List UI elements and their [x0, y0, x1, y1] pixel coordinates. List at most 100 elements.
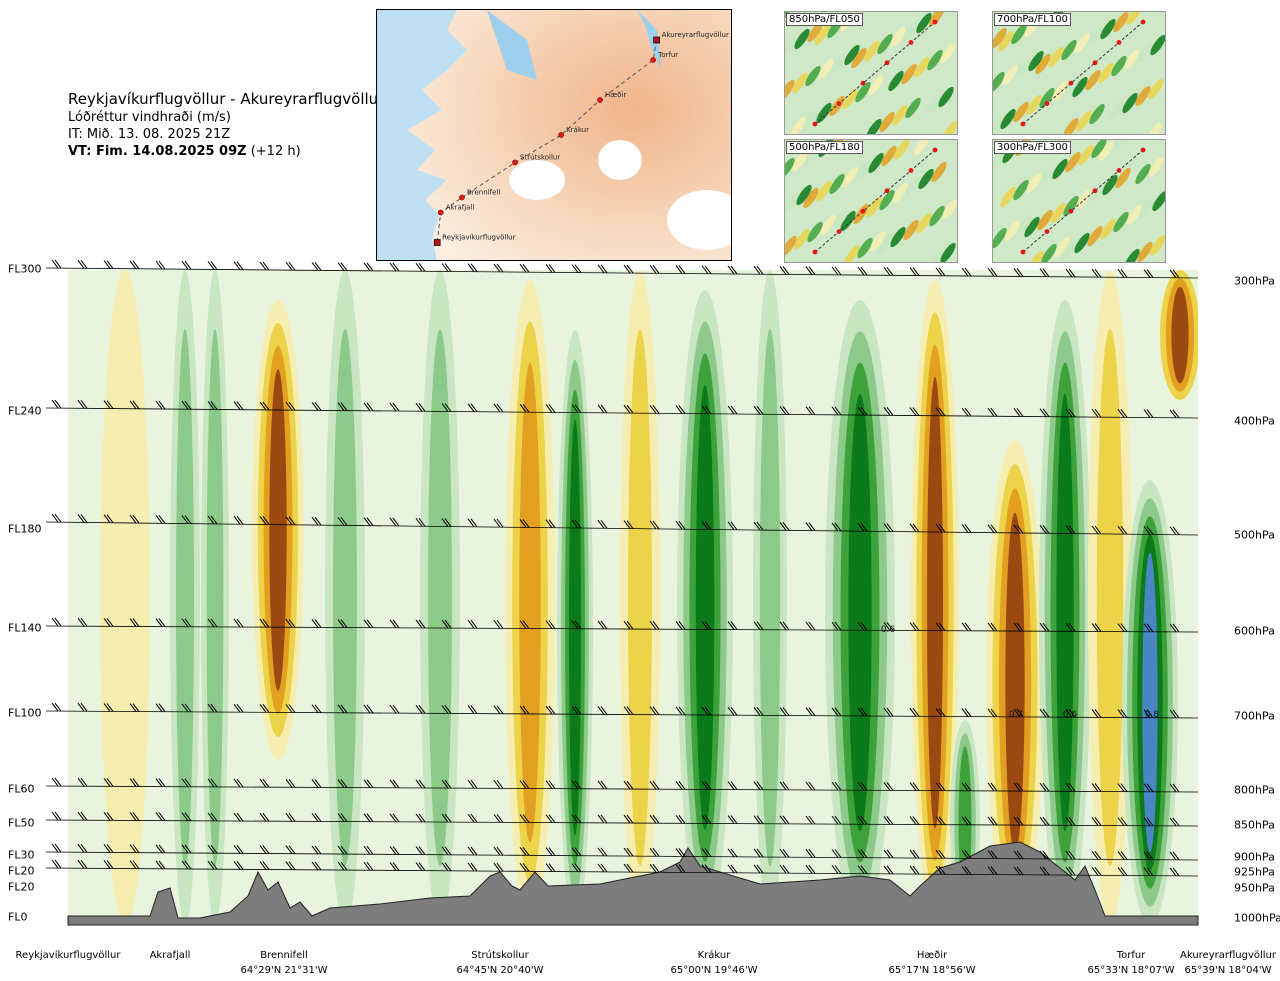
- wind-barb: [756, 707, 764, 716]
- wind-barb: [805, 621, 813, 631]
- route-overview-map: Akureyrarflugvöllur Torfur Hæðir Krákur Strú…: [376, 9, 732, 261]
- wind-barb: [314, 845, 322, 855]
- mini-map-blob: [851, 47, 867, 69]
- wind-barb: [886, 622, 894, 631]
- wind-barb: [990, 708, 998, 718]
- wind-barb: [860, 266, 868, 276]
- wind-barb: [106, 260, 114, 269]
- wind-barb: [236, 401, 244, 410]
- wind-barb: [545, 264, 553, 273]
- wind-barb: [441, 518, 449, 527]
- wind-barb: [103, 703, 111, 712]
- mini-map-blob: [1098, 140, 1114, 162]
- wind-barb: [155, 260, 163, 270]
- wind-barb: [493, 814, 501, 823]
- wind-barb: [1013, 408, 1021, 417]
- wind-barb: [1169, 867, 1177, 877]
- wind-barb: [1013, 622, 1021, 632]
- wind-barb: [545, 519, 553, 529]
- wind-barb: [704, 848, 712, 857]
- velocity-band: [628, 328, 652, 867]
- wind-barb: [600, 863, 608, 873]
- mini-map-500-svg: [785, 140, 957, 262]
- wind-barb: [1146, 783, 1154, 793]
- mini-map-blob: [794, 228, 810, 250]
- wind-barb: [496, 862, 504, 872]
- mini-map-blob: [890, 26, 906, 48]
- wind-barb: [909, 816, 917, 825]
- wind-barb: [675, 520, 683, 530]
- mini-map-blob: [803, 187, 819, 209]
- wind-barb: [1091, 851, 1099, 860]
- valid-time-suffix: (+12 h): [246, 144, 301, 159]
- wind-barb: [103, 778, 111, 787]
- wind-barb: [158, 400, 166, 410]
- wind-barb: [548, 780, 556, 789]
- wind-barb: [1143, 817, 1151, 827]
- wind-barb: [311, 402, 319, 411]
- mini-map-blob: [1026, 172, 1042, 194]
- wind-barb: [184, 844, 192, 854]
- wind-barb: [467, 846, 475, 856]
- wind-barb: [340, 619, 348, 628]
- wind-barb: [259, 778, 267, 788]
- glacier-vatnajokull: [667, 190, 731, 250]
- wind-barb: [860, 815, 868, 825]
- wind-barb: [571, 264, 579, 273]
- mini-map-blob: [855, 81, 871, 103]
- wind-barb: [210, 261, 218, 270]
- wind-barb: [415, 517, 423, 527]
- wind-barb: [262, 778, 270, 788]
- wind-barb: [548, 814, 556, 823]
- mini-map-blob: [818, 58, 834, 80]
- wind-barb: [649, 620, 657, 630]
- wind-barb: [522, 814, 530, 823]
- wind-barb: [80, 514, 88, 523]
- wind-barb: [236, 845, 244, 854]
- mini-map-blob: [1098, 62, 1114, 84]
- wind-barb: [1042, 622, 1050, 632]
- wind-barb: [467, 403, 475, 413]
- wind-barb: [155, 778, 163, 787]
- mini-map-waypoint: [836, 101, 842, 106]
- wind-barb: [129, 844, 137, 853]
- wind-barb: [626, 780, 634, 790]
- wind-barb: [493, 403, 501, 413]
- mini-map-blob: [1000, 108, 1016, 130]
- mini-map-blob: [879, 189, 895, 211]
- wind-barb: [935, 816, 943, 825]
- wind-barb: [1172, 269, 1180, 279]
- wind-barb: [80, 777, 88, 787]
- wind-barb: [727, 265, 735, 275]
- wind-barb: [519, 705, 527, 715]
- wind-barb: [496, 814, 504, 823]
- wind-barb: [1091, 783, 1099, 792]
- wind-barb: [496, 263, 504, 273]
- mini-map-blob: [1148, 78, 1164, 100]
- wind-barb: [106, 703, 114, 712]
- wind-barb: [545, 847, 553, 856]
- wind-barb: [675, 265, 683, 274]
- wind-barb: [1094, 525, 1102, 535]
- mini-map-blob: [1146, 122, 1162, 134]
- wind-barb: [730, 781, 738, 790]
- wind-barb: [129, 812, 137, 821]
- mini-map-blob: [1024, 216, 1040, 238]
- land: [407, 10, 731, 260]
- wind-barb: [1143, 709, 1151, 719]
- mini-map-route: [1022, 149, 1144, 253]
- waypoint-marker: [512, 159, 518, 166]
- wind-barb: [236, 703, 244, 713]
- mini-map-850-label: 850hPa/FL050: [786, 13, 863, 26]
- wind-barb: [314, 704, 322, 713]
- wind-barb: [834, 707, 842, 717]
- mini-map-blob: [1126, 12, 1142, 26]
- mini-map-blob: [1085, 69, 1101, 91]
- wind-barb: [701, 621, 709, 630]
- wind-barb: [597, 814, 605, 824]
- wind-barb: [623, 520, 631, 529]
- wind-barb: [626, 404, 634, 414]
- wind-barb: [493, 780, 501, 789]
- wind-barb: [444, 518, 452, 527]
- wind-barb: [392, 402, 400, 412]
